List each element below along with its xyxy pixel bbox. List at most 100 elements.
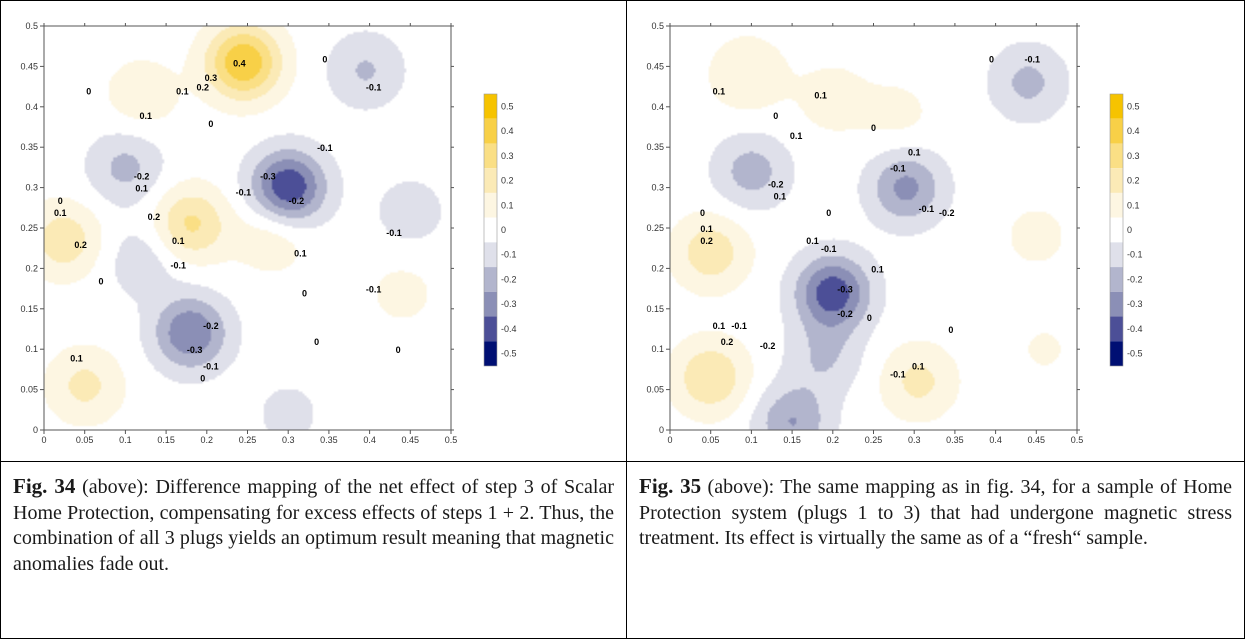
colorbar-swatch (484, 341, 497, 366)
contour-label: -0.1 (890, 163, 906, 173)
x-tick-label: 0 (41, 435, 46, 445)
x-tick-label: 0.2 (201, 435, 214, 445)
contour-label: -0.1 (1024, 54, 1040, 64)
contour-fill (670, 26, 1077, 430)
colorbar-swatch (1110, 94, 1123, 119)
contour-label: 0 (396, 345, 401, 355)
contour-label: 0 (871, 123, 876, 133)
y-tick-label: 0.2 (25, 263, 38, 273)
contour-label: 0 (86, 87, 91, 97)
figure-34-caption-cell: Fig. 34 (above): Difference mapping of t… (0, 461, 626, 639)
colorbar-swatch (1110, 118, 1123, 144)
colorbar-label: 0.1 (501, 200, 514, 210)
figure-34-panel: 0 0.05 0.1 0.15 0.2 0.25 0.3 0.35 0.4 0.45 0.5 0 0.0… (0, 0, 626, 461)
contour-label: -0.3 (260, 172, 276, 182)
colorbar-label: 0.5 (501, 101, 514, 111)
y-tick-label: 0.25 (20, 223, 38, 233)
x-tick-label: 0.5 (1071, 435, 1084, 445)
colorbar-swatch (1110, 192, 1123, 218)
colorbar-swatch (484, 217, 497, 243)
colorbar-swatch (1110, 316, 1123, 342)
figure-35-caption: Fig. 35 (above): The same mapping as in … (639, 474, 1232, 552)
contour-label: 0.1 (908, 147, 921, 157)
colorbar-label: 0.3 (1127, 151, 1140, 161)
contour-label: 0.1 (871, 264, 884, 274)
contour-label: -0.1 (890, 369, 906, 379)
contour-label: 0.1 (70, 353, 83, 363)
contour-label: 0.1 (294, 248, 307, 258)
y-tick-label: 0 (33, 425, 38, 435)
contour-label: -0.2 (134, 172, 150, 182)
contour-label: -0.2 (939, 208, 955, 218)
x-tick-label: 0.15 (157, 435, 175, 445)
contour-label: 0.2 (148, 212, 161, 222)
y-tick-label: 0.1 (25, 344, 38, 354)
x-tick-label: 0.25 (239, 435, 257, 445)
colorbar-label: -0.5 (501, 349, 517, 359)
y-tick-label: 0.25 (646, 223, 664, 233)
colorbar-label: 0.3 (501, 151, 514, 161)
contour-label: 0.2 (74, 240, 87, 250)
colorbar-label: 0.1 (1127, 200, 1140, 210)
y-tick-label: 0.05 (20, 385, 38, 395)
colorbar-swatch (1110, 341, 1123, 366)
contour-label: 0.1 (54, 208, 67, 218)
colorbar-swatch (484, 118, 497, 144)
contour-label: -0.2 (289, 196, 305, 206)
contour-label: -0.1 (366, 83, 382, 93)
contour-label: 0 (322, 54, 327, 64)
colorbar-swatch (484, 291, 497, 317)
colorbar-label: 0.4 (1127, 126, 1140, 136)
contour-label: 0 (314, 337, 319, 347)
x-tick-label: 0 (667, 435, 672, 445)
x-tick-label: 0.5 (445, 435, 458, 445)
colorbar-swatch (1110, 217, 1123, 243)
colorbar-label: -0.2 (501, 274, 517, 284)
contour-label: 0 (773, 111, 778, 121)
figure-35-caption-cell: Fig. 35 (above): The same mapping as in … (626, 461, 1245, 639)
y-tick-label: 0.35 (646, 142, 664, 152)
contour-label: 0 (58, 196, 63, 206)
contour-label: 0 (826, 208, 831, 218)
colorbar-swatch (1110, 168, 1123, 193)
y-tick-label: 0.4 (651, 102, 664, 112)
contour-label: 0 (948, 325, 953, 335)
x-tick-label: 0.15 (783, 435, 801, 445)
colorbar-label: 0 (501, 225, 506, 235)
colorbar-swatch (1110, 267, 1123, 292)
colorbar-label: -0.4 (1127, 324, 1143, 334)
contour-label: -0.1 (919, 204, 935, 214)
figure-35-caption-text: (above): The same mapping as in fig. 34,… (639, 476, 1233, 549)
x-tick-label: 0.4 (363, 435, 376, 445)
colorbar-label: -0.3 (1127, 299, 1143, 309)
contour-label: 0.1 (814, 91, 827, 101)
contour-label: -0.1 (317, 143, 333, 153)
contour-label: 0.1 (176, 87, 189, 97)
contour-label: 0.1 (790, 131, 803, 141)
y-tick-label: 0.45 (20, 61, 38, 71)
colorbar-swatch (1110, 242, 1123, 268)
contour-label: 0.1 (713, 321, 726, 331)
contour-label: -0.3 (837, 285, 853, 295)
contour-label: 0 (700, 208, 705, 218)
y-tick-label: 0.3 (651, 183, 664, 193)
x-tick-label: 0.45 (402, 435, 420, 445)
contour-label: 0 (98, 277, 103, 287)
contour-label: -0.1 (203, 361, 219, 371)
x-tick-label: 0.1 (745, 435, 758, 445)
x-tick-label: 0.1 (119, 435, 132, 445)
colorbar-frame (483, 93, 498, 367)
y-tick-label: 0.05 (646, 385, 664, 395)
colorbar-label: -0.3 (501, 299, 517, 309)
x-tick-label: 0.3 (282, 435, 295, 445)
contour-label: -0.2 (760, 341, 776, 351)
y-tick-label: 0.15 (646, 304, 664, 314)
colorbar-frame (1109, 93, 1124, 367)
contour-label: -0.2 (203, 321, 219, 331)
contour-label: -0.1 (386, 228, 402, 238)
x-tick-label: 0.35 (946, 435, 964, 445)
contour-label: 0.1 (135, 184, 148, 194)
colorbar-label: 0.5 (1127, 101, 1140, 111)
contour-label: 0 (989, 54, 994, 64)
colorbar-label: 0 (1127, 225, 1132, 235)
